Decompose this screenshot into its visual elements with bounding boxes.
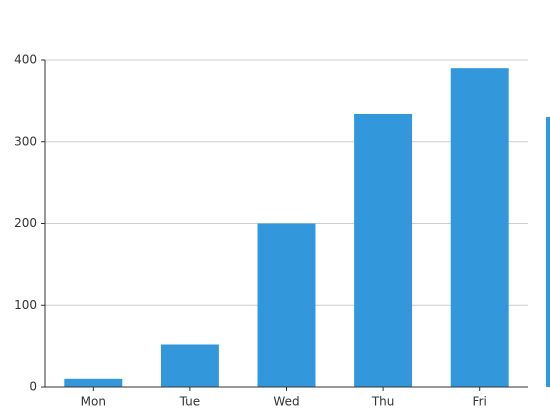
x-tick-label: Thu [371, 395, 395, 409]
bar [257, 223, 316, 387]
y-tick-label: 300 [14, 134, 37, 148]
y-tick-label: 400 [14, 53, 37, 67]
x-tick-label: Mon [81, 395, 106, 409]
bar [160, 344, 219, 387]
y-tick-label: 100 [14, 298, 37, 312]
x-tick-label: Wed [273, 395, 299, 409]
side-panel-edge [546, 117, 550, 387]
x-tick-label: Fri [473, 395, 487, 409]
bar [64, 378, 123, 387]
y-tick-label: 200 [14, 216, 37, 230]
bar [354, 113, 413, 387]
x-tick-label: Tue [179, 395, 201, 409]
bar [450, 68, 509, 388]
y-tick-label: 0 [29, 380, 37, 394]
